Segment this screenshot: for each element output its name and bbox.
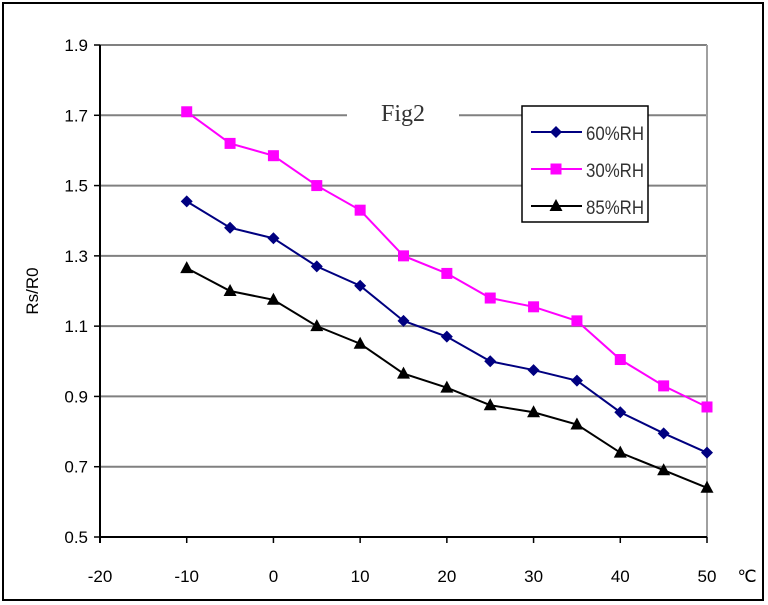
data-point [613,445,627,458]
data-point [614,354,626,366]
data-point [570,417,584,430]
data-point [180,195,193,208]
data-point [700,480,714,493]
data-point [267,150,279,162]
data-point [266,292,280,305]
data-point [484,292,496,304]
data-point [398,250,409,262]
series-60%RH [180,195,713,459]
data-point [527,405,541,418]
y-tick-label: 0.9 [64,387,88,406]
data-point [658,380,670,392]
data-point [571,315,583,327]
legend-label: 85%RH [586,198,644,219]
data-point [441,267,453,279]
series-30%RH [181,106,713,413]
data-point [310,260,323,273]
x-tick-label: -10 [174,567,199,586]
data-point [353,336,367,349]
data-point [310,319,324,332]
x-unit-label: ℃ [737,567,756,586]
data-point [311,180,323,192]
legend-marker [550,163,562,175]
data-point [614,406,627,419]
data-point [223,284,237,296]
data-point [484,355,497,368]
data-point [224,137,236,149]
y-tick-label: 0.7 [64,458,88,477]
legend-label: 60%RH [586,124,644,145]
data-point [657,427,670,440]
legend-item: 30%RH [531,161,644,182]
data-point [527,364,540,377]
data-point [440,380,454,393]
x-tick-label: 20 [437,567,456,586]
legend-item: 85%RH [531,198,644,219]
data-point [440,330,453,343]
x-tick-label: 50 [698,567,717,586]
data-point [267,232,280,245]
x-tick-label: 40 [611,567,630,586]
y-tick-label: 1.5 [64,177,88,196]
legend-label: 30%RH [586,161,644,182]
y-tick-label: 1.9 [64,36,88,55]
legend-box [521,105,649,223]
y-tick-label: 1.1 [64,317,88,336]
data-point [354,279,367,292]
y-tick-label: 1.3 [64,247,88,266]
title-background [347,98,459,128]
data-point [701,446,713,459]
data-point [570,374,583,387]
data-point [180,261,194,274]
y-tick-label: 0.5 [64,528,88,547]
x-tick-label: 30 [524,567,543,586]
data-point [483,398,497,411]
data-point [397,366,410,379]
y-tick-label: 1.7 [64,106,88,125]
data-point [528,301,540,313]
data-point [181,106,193,118]
legend-item: 60%RH [531,124,644,145]
chart-title: Fig2 [381,101,425,127]
x-tick-label: 0 [269,567,278,586]
legend-marker [550,126,562,138]
legend-marker [549,199,563,211]
x-tick-label: -20 [88,567,113,586]
data-point [397,314,410,327]
x-tick-label: 10 [351,567,370,586]
data-point [354,204,366,216]
data-point [701,401,713,413]
series-85%RH [180,261,714,493]
data-point [657,463,671,476]
data-point [224,221,237,234]
y-axis-label: Rs/R0 [23,267,42,314]
